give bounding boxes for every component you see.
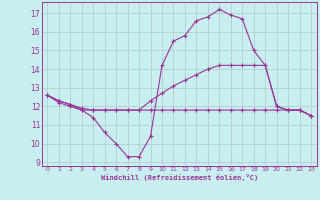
- X-axis label: Windchill (Refroidissement éolien,°C): Windchill (Refroidissement éolien,°C): [100, 174, 258, 181]
